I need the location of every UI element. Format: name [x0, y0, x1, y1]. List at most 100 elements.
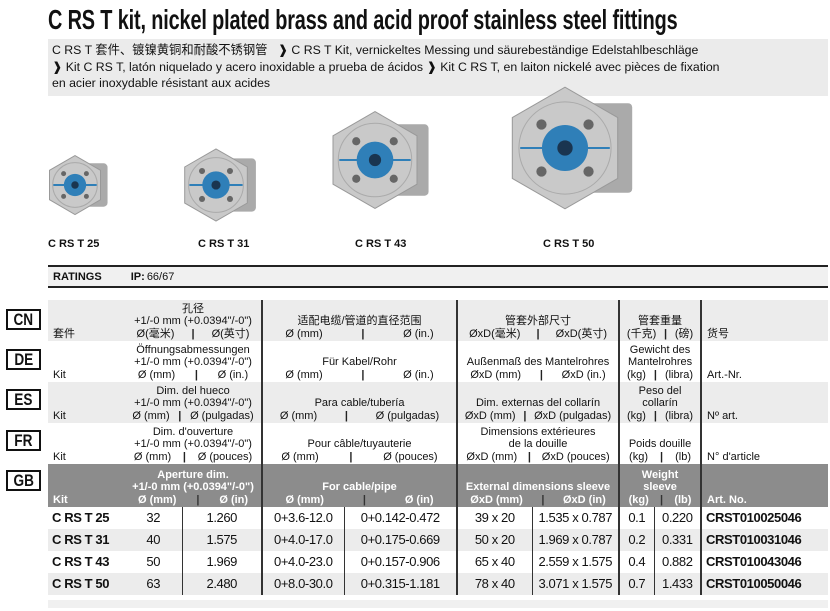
cell-ap-mm: 50 [125, 551, 183, 573]
cable-unit-a: Ø (mm) [279, 409, 318, 422]
cell-ap-mm: 32 [125, 507, 183, 529]
product-label: C RS T 31 [198, 238, 250, 250]
weight-header: Peso del collarín (kg) | (libra) [619, 382, 703, 423]
subtitle-fr-cont: en acier inoxydable résistant aux acides [52, 76, 271, 90]
table-row: C RS T 25 32 1.260 0+3.6-12.0 0+0.142-0.472 3… [48, 507, 828, 529]
aperture-unit-a: Ø (mm) [133, 450, 172, 463]
cell-kit: C RS T 25 [52, 509, 110, 525]
aperture-unit-b: Ø (in.) [217, 368, 249, 381]
aperture-title: +1/-0 mm (+0.0394"/-0") [134, 315, 252, 327]
cell-art: CRST010031046 [706, 531, 802, 547]
cell-kg: 0.1 [619, 507, 655, 529]
subtitle-es: Kit C RS T, latón niquelado y acero inox… [65, 59, 424, 74]
aperture-title: Öffnungsabmessungen [136, 343, 250, 356]
cable-header: For cable/pipe Ø (mm) | Ø (in) [262, 464, 459, 507]
aperture-title: 孔径 [182, 302, 204, 315]
cell-kit: C RS T 43 [52, 553, 110, 569]
weight-title: Weight [641, 468, 679, 481]
cell-ap-in: 1.260 [182, 507, 264, 529]
weight-header: Gewicht des Mantelrohres (kg) | (libra) [619, 341, 703, 382]
weight-title: 管套重量 [638, 315, 683, 327]
cell-ext-mm: 65 x 40 [457, 551, 533, 573]
ip-label: IP: [130, 271, 145, 283]
ext-title: Dimensions extérieures [480, 425, 596, 438]
cell-lb: 0.331 [654, 529, 703, 551]
kit-header: 套件 [53, 327, 75, 340]
subtitle-fr: Kit C RS T, en laiton nickelé avec pièce… [440, 59, 720, 74]
ext-header: External dimensions sleeve ØxD (mm) | ØxD (… [457, 464, 621, 507]
divider: | [653, 409, 657, 422]
ext-unit-a: ØxD(毫米) [469, 327, 521, 340]
divider: | [527, 450, 531, 463]
cell-kg: 0.7 [619, 573, 655, 595]
aperture-title: Aperture dim. [157, 468, 229, 481]
weight-unit-a: (kg) [628, 493, 649, 506]
cell-kg: 0.4 [619, 551, 655, 573]
multilingual-subtitle: C RS T 套件、镀镍黄铜和耐酸不锈钢管 ❱ C RS T Kit, vern… [48, 39, 828, 96]
aperture-title: +1/-0 mm (+0.0394"/-0") [134, 356, 252, 368]
kit-header: Kit [53, 450, 66, 463]
cell-kit: C RS T 50 [52, 575, 110, 591]
art-header: Art. No. [707, 493, 747, 506]
art-header: 货号 [707, 327, 730, 340]
cell-ext-in: 1.969 x 0.787 [532, 529, 621, 551]
weight-unit-b: (lb) [674, 493, 692, 506]
aperture-unit-b: Ø (in) [219, 493, 249, 506]
cell-cable-in: 0+0.157-0.906 [344, 551, 459, 573]
cell-cable-in: 0+0.142-0.472 [344, 507, 459, 529]
language-badge-fr: FR [6, 430, 41, 451]
table-row: C RS T 43 50 1.969 0+4.0-23.0 0+0.157-0.906 6… [48, 551, 828, 573]
header-row-de: Kit Öffnungsabmessungen +1/-0 mm (+0.0394"… [48, 341, 828, 382]
cell-ap-in: 1.969 [182, 551, 264, 573]
language-badge-de: DE [6, 349, 41, 370]
spec-table: 套件 孔径 +1/-0 mm (+0.0394"/-0") Ø(毫米) | Ø(英寸) 适配… [48, 300, 829, 595]
cable-title: Para cable/tubería [314, 397, 405, 409]
cable-unit-a: Ø (mm) [281, 450, 319, 463]
divider: | [191, 327, 195, 340]
cable-unit-b: Ø (in) [404, 493, 434, 506]
header-row-gb: Kit Aperture dim. +1/-0 mm (+0.0394"/-0") Ø… [48, 464, 829, 507]
ext-title: Außenmaß des Mantelrohres [466, 356, 610, 368]
ext-unit-a: ØxD (mm) [470, 368, 522, 381]
cell-ext-in: 2.559 x 1.575 [532, 551, 621, 573]
aperture-header: Öffnungsabmessungen +1/-0 mm (+0.0394"/-0… [125, 341, 264, 382]
language-code: GB [13, 471, 34, 490]
ratings-label: RATINGS [53, 271, 102, 283]
aperture-header: Dim. d'ouverture +1/-0 mm (+0.0394"/-0") Ø… [125, 423, 264, 464]
divider: | [653, 368, 657, 381]
subtitle-cn: C RS T 套件、镀镍黄铜和耐酸不锈钢管 [52, 43, 268, 57]
cell-cable-mm: 0+8.0-30.0 [262, 573, 345, 595]
language-code: CN [13, 310, 34, 329]
aperture-unit-a: Ø(毫米) [136, 327, 175, 340]
language-code: DE [14, 350, 33, 369]
cell-lb: 1.433 [654, 573, 703, 595]
cable-title: 适配电缆/管道的直径范围 [297, 315, 422, 327]
ext-title: de la douille [508, 438, 568, 450]
cable-header: Para cable/tubería Ø (mm) | Ø (pulgadas) [262, 382, 459, 423]
aperture-unit-b: Ø(英寸) [211, 327, 250, 340]
weight-header: Poids douille (kg) | (lb) [619, 423, 703, 464]
weight-title: collarín [642, 397, 678, 409]
art-header: Nº art. [707, 409, 738, 422]
cell-ap-in: 2.480 [182, 573, 264, 595]
language-badge-gb: GB [6, 470, 41, 491]
divider: | [541, 493, 545, 506]
header-row-cn: 套件 孔径 +1/-0 mm (+0.0394"/-0") Ø(毫米) | Ø(英寸) 适配… [48, 300, 829, 341]
cable-unit-a: Ø (mm) [285, 368, 323, 381]
cell-ext-in: 1.535 x 0.787 [532, 507, 621, 529]
aperture-header: Dim. del hueco +1/-0 mm (+0.0394"/-0") Ø (… [125, 382, 264, 423]
ext-unit-a: ØxD (mm) [464, 409, 516, 422]
cell-lb: 0.882 [654, 551, 703, 573]
language-code: FR [14, 431, 33, 450]
aperture-header: Aperture dim. +1/-0 mm (+0.0394"/-0") Ø (m… [125, 464, 264, 507]
weight-unit-b: (lb) [675, 450, 692, 463]
divider: | [663, 327, 668, 340]
aperture-title: +1/-0 mm (+0.0394"/-0") [132, 481, 254, 493]
aperture-unit-a: Ø (mm) [137, 368, 176, 381]
divider: | [182, 450, 186, 463]
cell-art: CRST010043046 [706, 553, 802, 569]
cable-unit-a: Ø (mm) [285, 493, 324, 506]
cell-cable-mm: 0+4.0-17.0 [262, 529, 345, 551]
cable-title: For cable/pipe [322, 481, 397, 493]
cell-ap-in: 1.575 [182, 529, 264, 551]
